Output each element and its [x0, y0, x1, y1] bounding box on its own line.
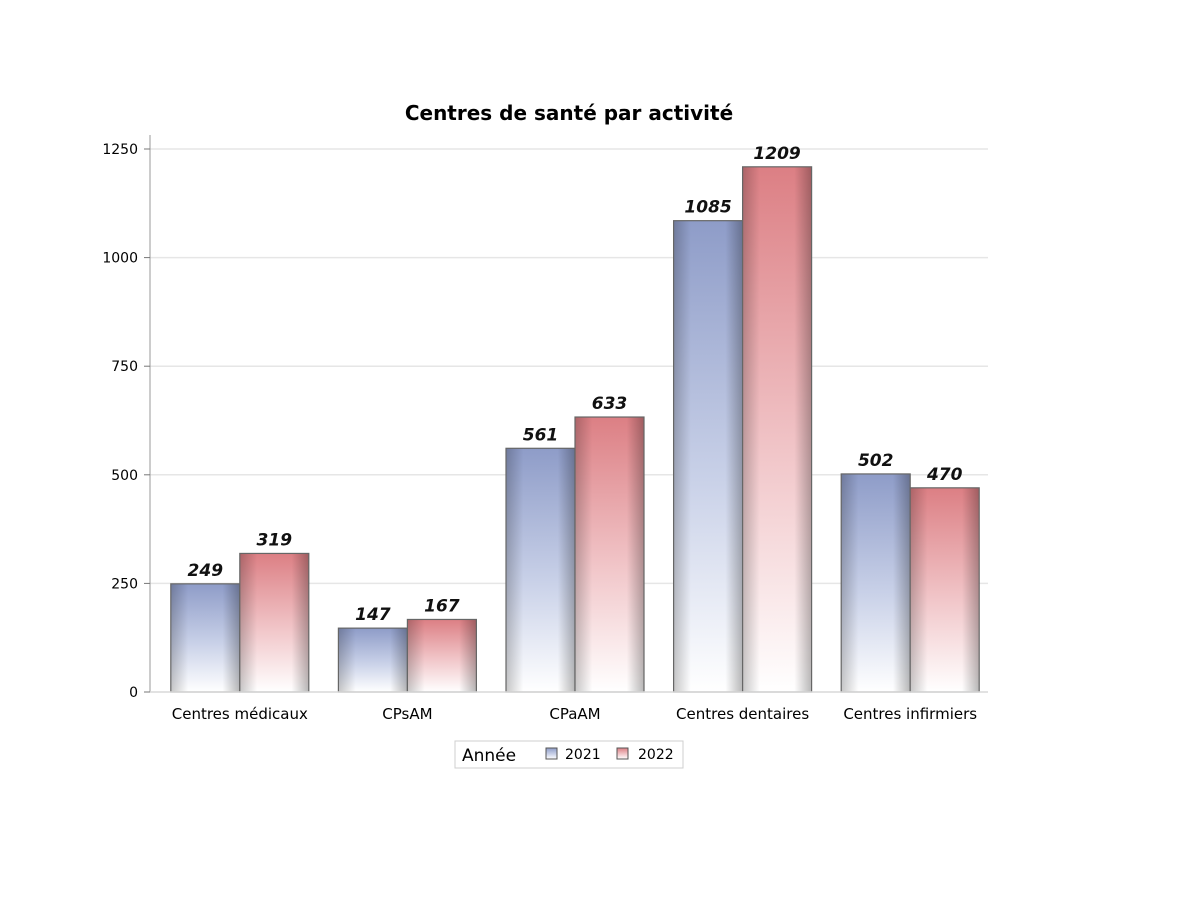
y-tick-label: 250	[111, 576, 138, 592]
data-label-2021: 249	[188, 561, 224, 581]
bar-shade	[170, 583, 241, 693]
legend-box	[454, 740, 684, 769]
data-labels: 249 319 147 167 561 633 1085 1209 502 470	[188, 144, 963, 625]
y-tick-label: 750	[111, 359, 138, 375]
bar-shade	[741, 166, 813, 693]
data-label-2022: 470	[926, 465, 963, 485]
bar-shade	[406, 618, 477, 693]
chart-title: Centres de santé par activité	[405, 101, 733, 125]
bar-shade	[239, 552, 310, 693]
data-label-2021: 1085	[684, 198, 731, 218]
data-label-2021: 561	[523, 425, 559, 445]
data-label-2021: 147	[355, 605, 391, 625]
category-label: CPaAM	[549, 705, 600, 723]
y-tick-label: 1250	[102, 142, 138, 158]
data-label-2022: 167	[424, 596, 460, 616]
data-label-2022: 633	[592, 394, 628, 414]
bar-shade	[574, 416, 645, 693]
bars	[170, 166, 980, 693]
y-tick-labels: 0 250 500 750 1000 1250	[102, 142, 138, 701]
legend-title: Année	[462, 746, 516, 766]
axes	[144, 135, 988, 693]
legend: Année 2021 2022	[454, 740, 684, 769]
legend-label-2021: 2021	[565, 747, 601, 763]
y-tick-label: 500	[111, 468, 138, 484]
data-label-2022: 319	[257, 530, 293, 550]
legend-swatch-2022	[616, 747, 629, 760]
legend-label-2022: 2022	[638, 747, 674, 763]
bar-shade	[505, 447, 576, 693]
bar-shade	[840, 473, 911, 693]
bar-shade	[337, 627, 408, 693]
data-label-2021: 502	[858, 451, 894, 471]
y-tick-label: 1000	[102, 251, 138, 267]
data-label-2022: 1209	[753, 144, 800, 164]
category-label: Centres dentaires	[676, 705, 809, 723]
legend-swatch-2021	[545, 747, 558, 760]
category-label: CPsAM	[382, 705, 432, 723]
y-tick-label: 0	[129, 685, 138, 701]
bar-shade	[672, 220, 744, 693]
category-label: Centres médicaux	[172, 705, 308, 723]
x-tick-labels: Centres médicaux CPsAM CPaAM Centres dentai…	[172, 705, 978, 723]
category-label: Centres infirmiers	[843, 705, 977, 723]
bar-shade	[909, 487, 980, 693]
